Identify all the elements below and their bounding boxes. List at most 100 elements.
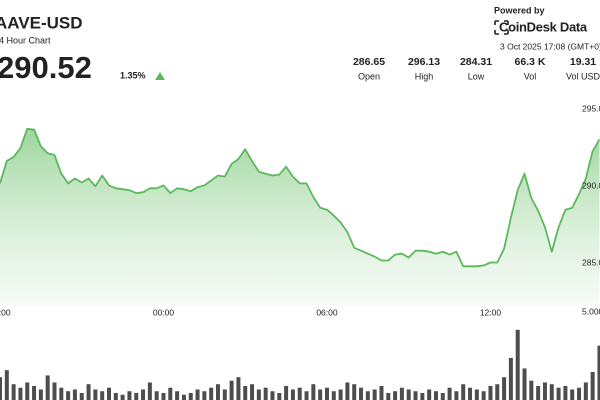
volume-bar (290, 389, 295, 400)
volume-bar (215, 384, 220, 400)
x-tick-label: 12:00 (480, 307, 502, 317)
volume-bar (583, 382, 588, 400)
volume-bar (147, 382, 152, 400)
x-tick-label: 06:00 (316, 307, 338, 317)
volume-bar (399, 387, 404, 400)
volume-bar (345, 382, 350, 400)
volume-bar (338, 389, 343, 400)
volume-bar (393, 391, 398, 400)
price-change: 1.35% (120, 70, 146, 80)
volume-bar (597, 345, 600, 400)
volume-bar (277, 392, 282, 400)
volume-bar (549, 384, 554, 400)
volume-bar (72, 389, 77, 400)
volume-bar (4, 370, 9, 400)
volume-bar (45, 375, 50, 400)
volume-bar (188, 392, 193, 400)
volume-bar (365, 391, 370, 400)
volume-bar (536, 385, 541, 400)
volume-bar (229, 380, 234, 400)
price-line (0, 127, 600, 268)
brand-name: CoinDesk Data (499, 19, 588, 34)
volume-bar (454, 391, 459, 400)
y-tick-label: 295.00 (582, 103, 600, 113)
stat-value: 19.31 (570, 56, 596, 68)
volume-tick-label: 5,000 (582, 307, 600, 317)
x-tick-label: 00:00 (153, 307, 175, 317)
volume-bar (222, 389, 227, 400)
stat-label: Vol USD (566, 71, 600, 81)
stat-label: Vol (524, 71, 537, 81)
volume-bar (318, 389, 323, 400)
timestamp: 3 Oct 2025 17:08 (GMT+0) (500, 41, 600, 51)
volume-bar (79, 392, 84, 400)
brand-logo: CoinDesk Data (494, 19, 588, 35)
volume-bar (433, 391, 438, 400)
logo-icon (494, 20, 509, 35)
volume-bar (120, 394, 125, 400)
volume-bar (106, 387, 111, 400)
volume-bar (32, 385, 37, 400)
volume-bar (515, 329, 520, 400)
x-tick-label: 18:00 (0, 307, 11, 317)
stat-label: Low (468, 71, 485, 81)
volume-bar (304, 391, 309, 400)
volume-bar (181, 394, 186, 400)
volume-bar (93, 389, 98, 400)
volume-bar (86, 384, 91, 400)
up-arrow (155, 72, 165, 80)
volume-bar (406, 389, 411, 400)
y-tick-label: 290.00 (582, 181, 600, 191)
volume-bar (141, 389, 146, 400)
volume-bar (372, 389, 377, 400)
volume-bar (113, 392, 118, 400)
volume-bar (420, 392, 425, 400)
volume-bar (468, 387, 473, 400)
stat-value: 286.65 (353, 56, 385, 68)
volume-bar (154, 391, 159, 400)
volume-bar (577, 387, 582, 400)
volume-bar (488, 385, 493, 400)
volume-bar (256, 389, 261, 400)
volume-bar (175, 391, 180, 400)
volume-bar (195, 389, 200, 400)
volume-bar (542, 382, 547, 400)
plot: 18:00 00:00 06:00 12:00 285.00 290.00 295.00 5,… (0, 103, 600, 400)
volume-bar (270, 391, 275, 400)
volume-bar (508, 357, 513, 400)
volume-bar (18, 387, 23, 400)
volume-bar (66, 391, 71, 400)
price: 290.52 (0, 50, 92, 85)
volume-bar (413, 391, 418, 400)
volume-bar (38, 389, 43, 400)
stats: 286.65 Open 296.13 High 284.31 Low 66.3 K Vol 19… (353, 56, 600, 82)
stat-label: High (415, 71, 434, 81)
volume-bar (202, 391, 207, 400)
stat-value: 296.13 (408, 56, 440, 68)
volume-bar (127, 391, 132, 400)
volume-bar (427, 389, 432, 400)
volume-bar (481, 391, 486, 400)
y-tick-label: 285.00 (582, 258, 600, 268)
volume-bar (495, 384, 500, 400)
volume-bar (563, 385, 568, 400)
volume-bar (529, 380, 534, 400)
volume-bar (243, 385, 248, 400)
chart-title: AAVE-USD (0, 13, 83, 32)
volume-bar (209, 387, 214, 400)
volume-bar (161, 392, 166, 400)
volume-bar (263, 387, 268, 400)
volume-bar (311, 384, 316, 400)
volume-bar (59, 387, 64, 400)
volume-bar (52, 382, 57, 400)
stat-value: 66.3 K (515, 56, 546, 68)
volume-bar (570, 389, 575, 400)
volume-bar (474, 389, 479, 400)
stat-label: Open (358, 71, 380, 81)
volume-bar (352, 384, 357, 400)
volume-bar (324, 387, 329, 400)
volume-bar (284, 385, 289, 400)
volume-bar (11, 384, 16, 400)
volume-bar (25, 382, 30, 400)
